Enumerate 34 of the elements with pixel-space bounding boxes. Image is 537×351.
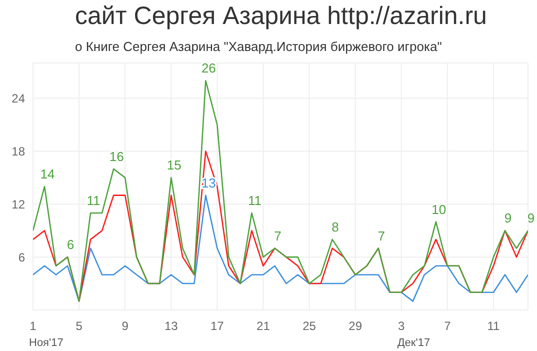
y-tick-label: 24 <box>12 92 26 106</box>
x-tick-label: 17 <box>210 319 224 333</box>
text: Дек'17 <box>397 337 430 349</box>
data-label: 11 <box>86 192 100 208</box>
data-label: 10 <box>432 202 446 217</box>
x-tick-label: 3 <box>398 319 406 333</box>
y-tick-label: 6 <box>18 250 26 264</box>
chart-title: сайт Сергея Азарина http://azarin.ru <box>75 2 487 31</box>
data-label: 7 <box>274 228 282 244</box>
x-tick-label: 11 <box>487 319 500 333</box>
x-tick-label: 13 <box>164 319 178 333</box>
x-tick-label: 9 <box>122 319 129 333</box>
data-label: 6 <box>66 237 74 252</box>
x-tick-label: 29 <box>348 319 362 333</box>
x-tick-label: 21 <box>256 319 270 333</box>
data-label: 11 <box>248 192 262 208</box>
x-tick-label: 7 <box>444 319 452 333</box>
data-label: 16 <box>109 148 124 164</box>
text: Ноя'17 <box>29 337 64 349</box>
data-label: 8 <box>332 219 339 234</box>
chart-subtitle: о Книге Сергея Азарина "Хавард.История биржевого игрока" <box>75 39 442 54</box>
line-series <box>33 80 528 302</box>
data-label: 9 <box>527 210 535 226</box>
line-series <box>33 194 528 302</box>
y-tick-label: 12 <box>12 197 26 212</box>
data-label: 26 <box>201 60 216 76</box>
data-label: 9 <box>504 210 512 226</box>
data-label: 14 <box>40 166 55 182</box>
data-label: 7 <box>378 228 385 244</box>
x-tick-label: 25 <box>302 319 316 333</box>
x-tick-label: 5 <box>76 319 83 333</box>
y-tick-label: 18 <box>12 144 26 158</box>
x-tick-label: 1 <box>30 319 37 333</box>
data-label: 15 <box>166 158 182 173</box>
